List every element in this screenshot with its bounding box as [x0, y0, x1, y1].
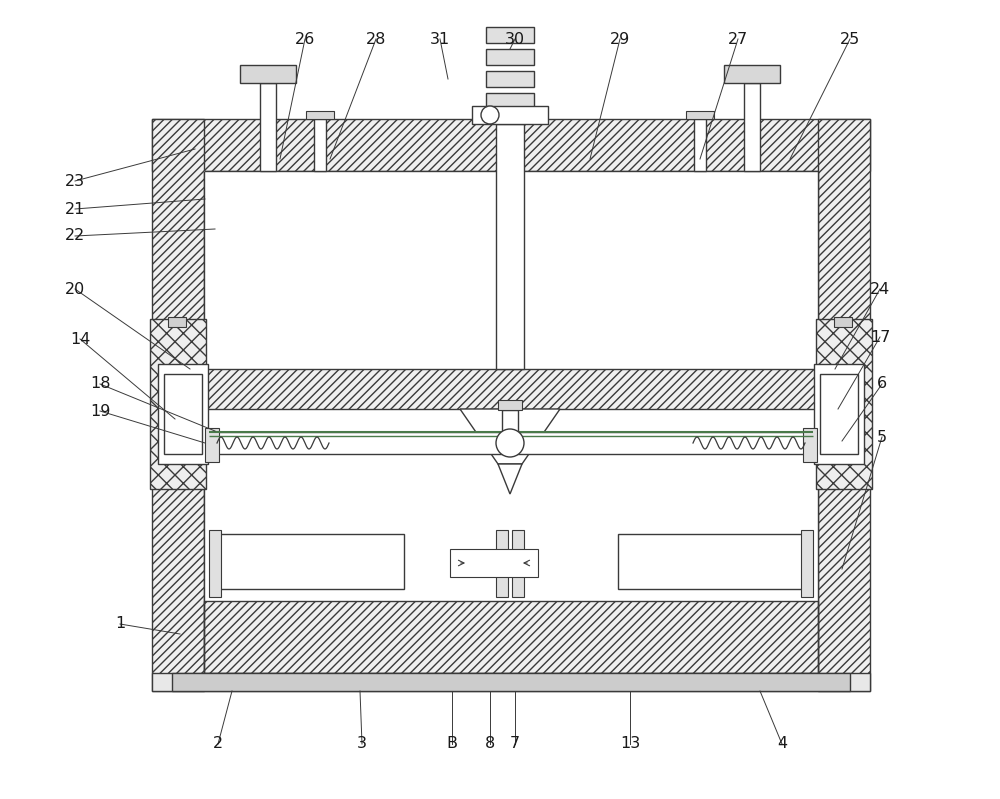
Bar: [472, 106, 548, 124]
Bar: [686, 111, 714, 119]
Polygon shape: [460, 409, 560, 464]
Bar: [158, 364, 208, 464]
Polygon shape: [498, 464, 522, 494]
Text: 26: 26: [295, 31, 315, 46]
Bar: [164, 374, 202, 454]
Text: 28: 28: [366, 31, 386, 46]
Text: 30: 30: [505, 31, 525, 46]
Bar: [314, 119, 326, 171]
Text: 2: 2: [213, 737, 223, 752]
Circle shape: [481, 106, 499, 124]
Bar: [450, 549, 538, 577]
Bar: [168, 317, 186, 327]
Text: 23: 23: [65, 173, 85, 189]
Text: 19: 19: [90, 403, 110, 419]
Bar: [205, 428, 219, 462]
Bar: [204, 369, 818, 409]
Text: 8: 8: [485, 737, 495, 752]
Bar: [694, 119, 706, 171]
Text: 3: 3: [357, 737, 367, 752]
Bar: [150, 319, 206, 489]
Bar: [486, 49, 534, 65]
Bar: [834, 317, 852, 327]
Circle shape: [496, 429, 524, 457]
Bar: [801, 530, 813, 597]
Text: 4: 4: [777, 737, 787, 752]
Text: 22: 22: [65, 229, 85, 244]
Text: 6: 6: [877, 376, 887, 392]
Bar: [512, 530, 524, 597]
Text: 20: 20: [65, 281, 85, 296]
Text: 13: 13: [620, 737, 640, 752]
Bar: [204, 601, 818, 673]
Text: 5: 5: [877, 430, 887, 444]
Bar: [803, 428, 817, 462]
Bar: [204, 171, 818, 673]
Bar: [818, 119, 870, 691]
Bar: [618, 534, 808, 589]
Bar: [152, 119, 204, 691]
Bar: [502, 410, 518, 432]
Bar: [486, 71, 534, 87]
Bar: [152, 119, 870, 171]
Bar: [306, 111, 334, 119]
Bar: [214, 534, 404, 589]
Bar: [496, 124, 524, 369]
Bar: [496, 530, 508, 597]
Text: 27: 27: [728, 31, 748, 46]
Bar: [820, 374, 858, 454]
Bar: [152, 673, 870, 691]
Text: 29: 29: [610, 31, 630, 46]
Text: 21: 21: [65, 201, 85, 217]
Bar: [486, 27, 534, 43]
Bar: [260, 83, 276, 171]
Bar: [814, 364, 864, 464]
Text: 25: 25: [840, 31, 860, 46]
Text: B: B: [446, 737, 458, 752]
Bar: [209, 530, 221, 597]
Bar: [490, 409, 530, 429]
Bar: [498, 400, 522, 410]
Text: 14: 14: [70, 332, 90, 347]
Text: 18: 18: [90, 376, 110, 392]
Text: 31: 31: [430, 31, 450, 46]
Text: 17: 17: [870, 329, 890, 344]
Bar: [209, 432, 813, 454]
Bar: [486, 93, 534, 109]
Bar: [172, 673, 850, 691]
Bar: [816, 319, 872, 489]
Bar: [744, 83, 760, 171]
Bar: [724, 65, 780, 83]
Text: 7: 7: [510, 737, 520, 752]
Text: 1: 1: [115, 617, 125, 631]
Text: 24: 24: [870, 281, 890, 296]
Bar: [240, 65, 296, 83]
